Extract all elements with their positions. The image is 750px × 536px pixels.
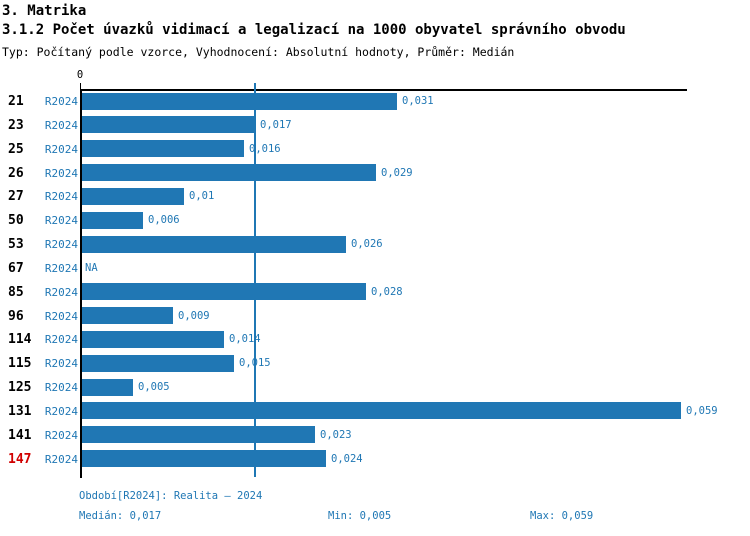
chart-row: 50 R2024 0,006 (0, 210, 750, 234)
chart-row: 115 R2024 0,015 (0, 353, 750, 377)
value-bar (82, 116, 255, 134)
row-id-label: 67 (8, 260, 24, 276)
chart-row: 27 R2024 0,01 (0, 186, 750, 210)
value-label: 0,01 (189, 190, 215, 203)
footer-period-label: Období[R2024]: Realita – 2024 (79, 490, 263, 502)
chart-row: 131 R2024 0,059 (0, 401, 750, 425)
chart-row: 26 R2024 0,029 (0, 163, 750, 187)
value-bar (82, 187, 184, 205)
footer-median-label: Medián: 0,017 (79, 510, 162, 522)
row-period-label: R2024 (44, 404, 78, 418)
value-bar (82, 307, 173, 325)
chart-row: 85 R2024 0,028 (0, 282, 750, 306)
value-label: 0,009 (178, 309, 210, 322)
row-period-label: R2024 (44, 452, 78, 466)
value-label: 0,029 (381, 166, 413, 179)
row-period-label: R2024 (44, 428, 78, 442)
chart-subtitle: 3.1.2 Počet úvazků vidimací a legalizací… (2, 22, 626, 38)
value-label: 0,014 (229, 333, 261, 346)
row-period-label: R2024 (44, 238, 78, 252)
value-label: 0,059 (686, 404, 718, 417)
x-axis-line (80, 89, 687, 91)
row-period-label: R2024 (44, 261, 78, 275)
value-label: 0,028 (371, 285, 403, 298)
value-label: 0,005 (138, 381, 170, 394)
row-id-label: 23 (8, 117, 24, 133)
page-title: 3. Matrika (2, 3, 87, 19)
value-bar (82, 402, 681, 420)
value-label: 0,026 (351, 238, 383, 251)
value-label: 0,017 (260, 118, 292, 131)
row-id-label: 25 (8, 141, 24, 157)
chart-rows: 21 R2024 0,031 23 R2024 0,017 25 R2024 0… (0, 91, 750, 473)
row-id-label: 114 (8, 332, 32, 348)
row-period-label: R2024 (44, 381, 78, 395)
row-id-label: 125 (8, 380, 32, 396)
y-axis-line (80, 89, 82, 478)
value-label: 0,016 (249, 142, 281, 155)
row-period-label: R2024 (44, 118, 78, 132)
chart-meta-line: Typ: Počítaný podle vzorce, Vyhodnocení:… (2, 45, 515, 59)
row-period-label: R2024 (44, 142, 78, 156)
value-label: 0,031 (402, 95, 434, 107)
value-bar (82, 92, 397, 110)
chart-row: 96 R2024 0,009 (0, 306, 750, 330)
row-period-label: R2024 (44, 95, 78, 108)
median-gridline (254, 83, 256, 477)
chart-row: 21 R2024 0,031 (0, 91, 750, 115)
footer-max-label: Max: 0,059 (530, 510, 594, 522)
row-id-label: 131 (8, 403, 32, 419)
value-bar (82, 283, 366, 301)
row-period-label: R2024 (44, 214, 78, 228)
row-id-label: 115 (8, 356, 32, 372)
value-bar (82, 140, 244, 158)
row-period-label: R2024 (44, 285, 78, 299)
value-label: 0,024 (331, 452, 363, 465)
row-period-label: R2024 (44, 309, 78, 323)
value-bar (82, 426, 315, 444)
chart-row: 25 R2024 0,016 (0, 139, 750, 163)
row-id-label: 26 (8, 165, 24, 181)
row-id-label: 85 (8, 284, 24, 300)
row-id-label: 21 (8, 94, 24, 109)
chart-row: 53 R2024 0,026 (0, 234, 750, 258)
row-period-label: R2024 (44, 333, 78, 347)
chart-row: 141 R2024 0,023 (0, 425, 750, 449)
value-label: NA (85, 261, 98, 274)
chart-row: 114 R2024 0,014 (0, 329, 750, 353)
row-id-label: 147 (8, 451, 32, 467)
value-bar (82, 235, 346, 253)
chart-row: 23 R2024 0,017 (0, 115, 750, 139)
value-bar (82, 450, 326, 468)
chart-row: 67 R2024 NA (0, 258, 750, 282)
value-label: 0,015 (239, 357, 271, 370)
row-period-label: R2024 (44, 357, 78, 371)
row-id-label: 27 (8, 189, 24, 205)
row-period-label: R2024 (44, 190, 78, 204)
value-bar (82, 211, 143, 229)
row-id-label: 96 (8, 308, 24, 324)
value-bar (82, 378, 133, 396)
row-period-label: R2024 (44, 166, 78, 180)
row-id-label: 53 (8, 237, 24, 253)
row-id-label: 50 (8, 213, 24, 229)
value-bar (82, 164, 376, 182)
value-label: 0,006 (148, 214, 180, 227)
x-axis-zero-tick (80, 83, 81, 89)
x-axis-zero-tick-label: 0 (76, 69, 84, 81)
footer-min-label: Min: 0,005 (328, 510, 392, 522)
row-id-label: 141 (8, 427, 32, 443)
chart-row: 147 R2024 0,024 (0, 449, 750, 473)
value-bar (82, 330, 224, 348)
chart-row: 125 R2024 0,005 (0, 377, 750, 401)
value-label: 0,023 (320, 428, 352, 441)
value-bar (82, 354, 234, 372)
